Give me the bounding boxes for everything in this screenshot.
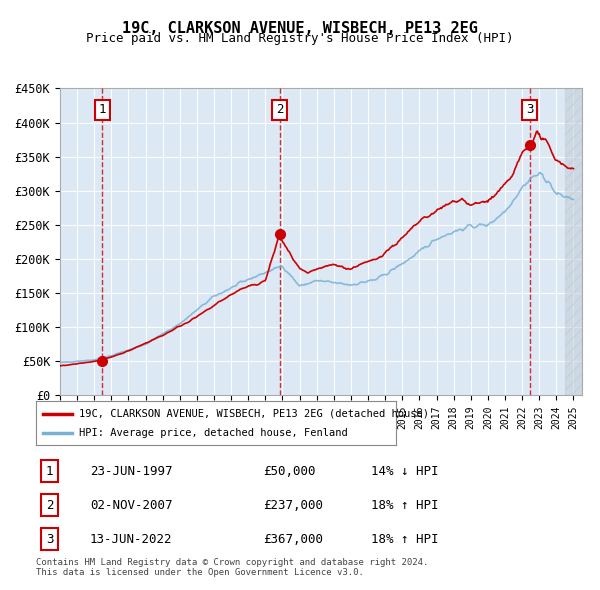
Text: 1: 1 — [98, 103, 106, 116]
Text: 18% ↑ HPI: 18% ↑ HPI — [371, 533, 438, 546]
Text: 3: 3 — [46, 533, 53, 546]
Text: 02-NOV-2007: 02-NOV-2007 — [90, 499, 173, 512]
Text: Price paid vs. HM Land Registry's House Price Index (HPI): Price paid vs. HM Land Registry's House … — [86, 32, 514, 45]
Text: £367,000: £367,000 — [263, 533, 323, 546]
Text: £237,000: £237,000 — [263, 499, 323, 512]
Text: 1: 1 — [46, 464, 53, 478]
Text: HPI: Average price, detached house, Fenland: HPI: Average price, detached house, Fenl… — [79, 428, 348, 438]
Bar — [565, 88, 582, 395]
Text: 18% ↑ HPI: 18% ↑ HPI — [371, 499, 438, 512]
Text: 13-JUN-2022: 13-JUN-2022 — [90, 533, 173, 546]
Text: 2: 2 — [46, 499, 53, 512]
Text: 14% ↓ HPI: 14% ↓ HPI — [371, 464, 438, 478]
Text: 2: 2 — [276, 103, 283, 116]
Text: 19C, CLARKSON AVENUE, WISBECH, PE13 2EG: 19C, CLARKSON AVENUE, WISBECH, PE13 2EG — [122, 21, 478, 35]
Text: 3: 3 — [526, 103, 533, 116]
Bar — [565, 88, 582, 395]
Text: 23-JUN-1997: 23-JUN-1997 — [90, 464, 173, 478]
Text: 19C, CLARKSON AVENUE, WISBECH, PE13 2EG (detached house): 19C, CLARKSON AVENUE, WISBECH, PE13 2EG … — [79, 409, 429, 418]
Text: £50,000: £50,000 — [263, 464, 316, 478]
Text: Contains HM Land Registry data © Crown copyright and database right 2024.
This d: Contains HM Land Registry data © Crown c… — [36, 558, 428, 577]
